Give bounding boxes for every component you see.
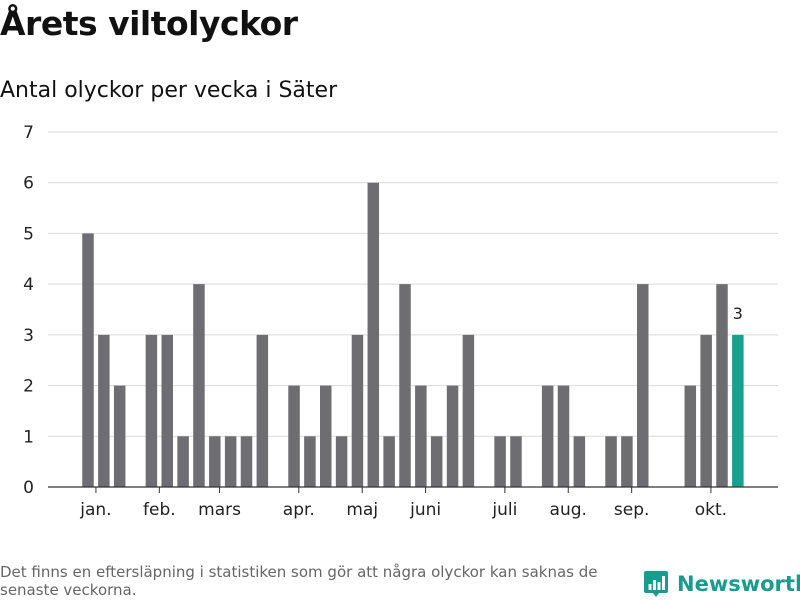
bar — [256, 334, 269, 487]
bar — [193, 284, 205, 487]
x-tick-label: aug. — [550, 500, 587, 520]
bar — [621, 436, 633, 487]
bars — [82, 182, 744, 487]
bar — [510, 436, 522, 487]
x-tick-label: apr. — [283, 500, 315, 520]
bar — [573, 436, 586, 487]
y-tick-label: 6 — [23, 174, 34, 194]
bar — [177, 436, 189, 487]
y-tick-label: 4 — [23, 275, 34, 295]
bar — [240, 436, 253, 487]
bar — [415, 385, 427, 487]
bar — [684, 385, 697, 487]
bar — [383, 436, 395, 487]
bar — [320, 385, 332, 487]
y-tick-label: 0 — [23, 478, 34, 498]
bar — [557, 385, 570, 487]
y-tick-label: 7 — [23, 123, 34, 143]
x-axis-ticks: jan. feb. mars apr. maj juni juli aug. sep. okt. — [79, 487, 727, 520]
bar-highlight — [732, 334, 744, 487]
bar — [700, 334, 712, 487]
chart-title: Årets viltolyckor — [0, 4, 298, 43]
bar — [399, 284, 411, 487]
x-tick-label: maj — [346, 500, 378, 520]
newsworthy-logo[interactable]: Newsworthy — [643, 568, 800, 600]
bar — [82, 233, 94, 487]
grid-lines — [48, 131, 778, 437]
bar — [494, 436, 506, 487]
y-tick-label: 5 — [23, 224, 34, 244]
bar — [224, 436, 237, 487]
bar — [637, 284, 649, 487]
bar — [367, 182, 380, 487]
bar — [209, 436, 221, 487]
y-tick-label: 3 — [23, 326, 34, 346]
logo-text: Newsworthy — [677, 572, 800, 596]
x-tick-label: feb. — [143, 500, 176, 520]
y-tick-label: 1 — [23, 427, 34, 447]
bar — [462, 334, 475, 487]
data-label-highlight: 3 — [733, 304, 743, 323]
bar — [716, 284, 728, 487]
bar — [541, 385, 554, 487]
bar — [161, 334, 173, 487]
x-tick-label: juni — [409, 500, 441, 520]
bar — [288, 385, 300, 487]
chart-subtitle: Antal olyckor per vecka i Säter — [0, 78, 338, 103]
bar — [145, 334, 158, 487]
bar — [98, 334, 110, 487]
bar — [430, 436, 443, 487]
y-axis-ticks: 0 1 2 3 4 5 6 7 — [23, 123, 34, 498]
x-tick-label: sep. — [614, 500, 650, 520]
bar-chart-logo-icon — [644, 571, 668, 597]
bar — [335, 436, 348, 487]
x-tick-label: juli — [491, 500, 517, 520]
x-tick-label: jan. — [79, 500, 111, 520]
footnote: Det finns en eftersläpning i statistiken… — [0, 563, 598, 599]
bar — [605, 436, 617, 487]
x-tick-label: mars — [198, 500, 241, 520]
x-tick-label: okt. — [695, 500, 727, 520]
y-tick-label: 2 — [23, 377, 34, 397]
bar — [446, 385, 459, 487]
bar — [304, 436, 316, 487]
bar — [113, 385, 126, 487]
bar — [351, 334, 364, 487]
data-labels: 3 — [733, 304, 743, 323]
